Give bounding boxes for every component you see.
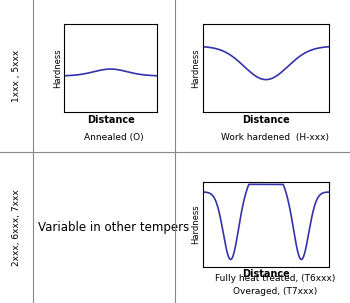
X-axis label: Distance: Distance xyxy=(242,269,290,279)
X-axis label: Distance: Distance xyxy=(87,115,134,125)
Text: Overaged, (T7xxx): Overaged, (T7xxx) xyxy=(233,287,317,296)
Y-axis label: Hardness: Hardness xyxy=(191,48,200,88)
Y-axis label: Hardness: Hardness xyxy=(52,48,62,88)
Text: Annealed (O): Annealed (O) xyxy=(84,133,144,142)
Text: 1xxx , 5xxx: 1xxx , 5xxx xyxy=(12,50,21,102)
X-axis label: Distance: Distance xyxy=(242,115,290,125)
Text: Variable in other tempers: Variable in other tempers xyxy=(38,221,190,234)
Text: Fully heat treated, (T6xxx): Fully heat treated, (T6xxx) xyxy=(215,274,335,282)
Text: 2xxx, 6xxx, 7xxx: 2xxx, 6xxx, 7xxx xyxy=(12,189,21,266)
Y-axis label: Hardness: Hardness xyxy=(191,205,200,244)
Text: Work hardened  (H-xxx): Work hardened (H-xxx) xyxy=(221,133,329,142)
